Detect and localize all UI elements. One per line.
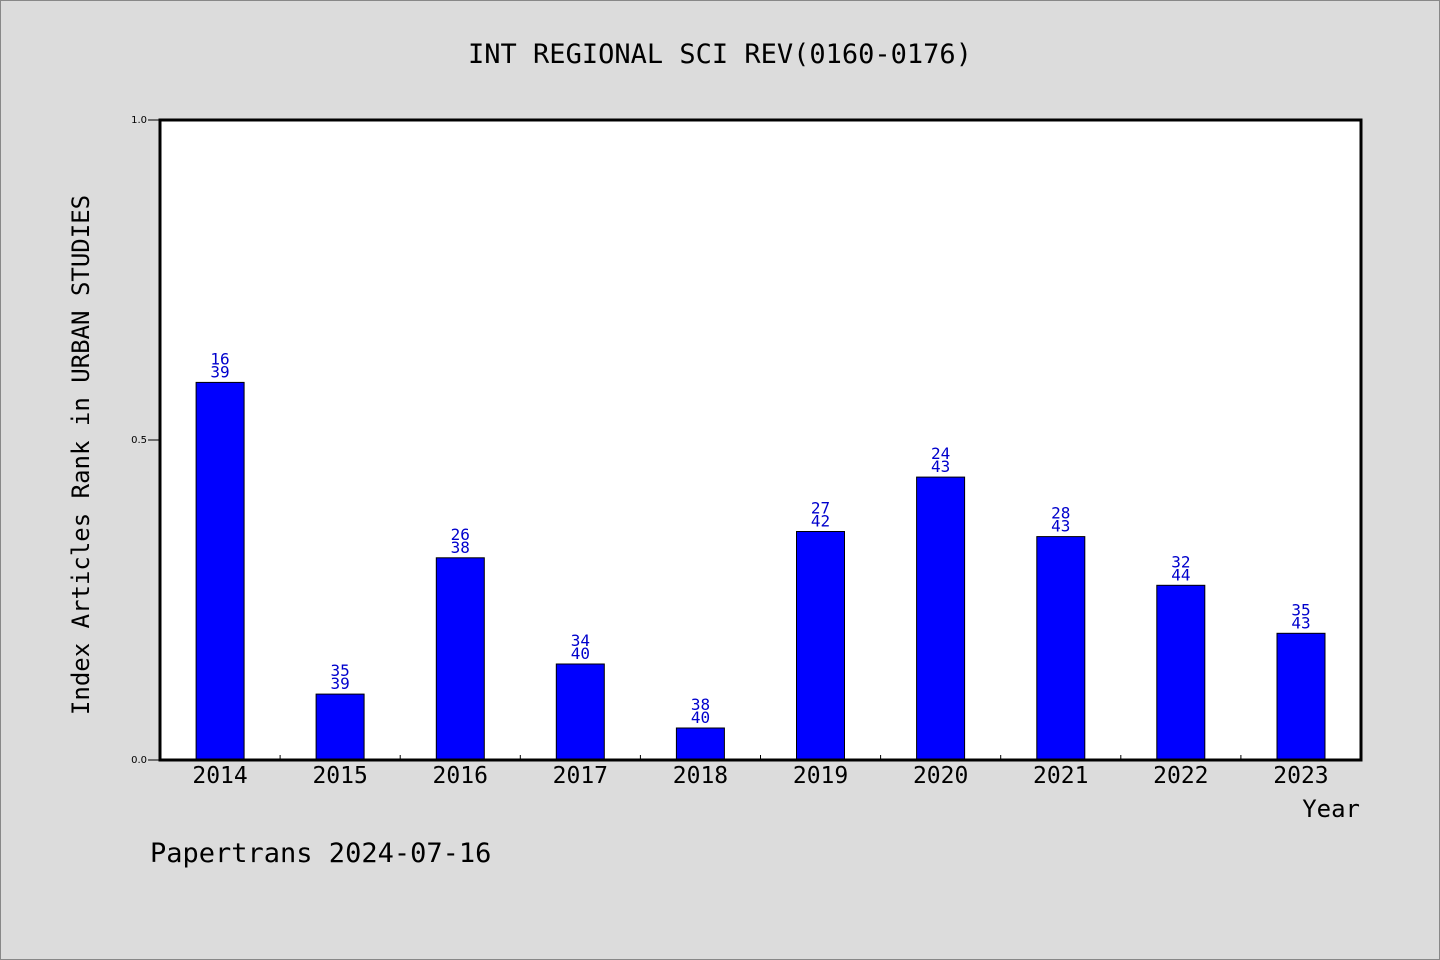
y-tick-label: 1.0 (131, 115, 147, 126)
bar-rank-label-2020: 24 (931, 444, 950, 463)
bar-total-label-2016: 38 (451, 538, 470, 557)
bar-2021 (1036, 536, 1086, 761)
bar-2015 (315, 693, 365, 761)
footer-text: Papertrans 2024-07-16 (150, 838, 491, 869)
bar-2016 (435, 557, 485, 761)
y-axis: 0.0 0.5 1.0 (131, 115, 160, 766)
x-axis-title: Year (1302, 795, 1360, 823)
bar-rank-label-2023: 35 (1291, 600, 1310, 619)
bar-2017 (555, 663, 605, 761)
x-tick-label-2014: 2014 (192, 763, 247, 789)
chart-title: INT REGIONAL SCI REV(0160-0176) (468, 39, 972, 70)
bar-total-label-2015: 39 (331, 674, 350, 693)
y-axis-title: Index Articles Rank in URBAN STUDIES (67, 195, 95, 715)
bar-rank-label-2021: 28 (1051, 504, 1070, 523)
y-tick-label: 0.0 (131, 755, 147, 766)
bar-rank-label-2019: 27 (811, 499, 830, 518)
bar-rank-label-2016: 26 (451, 525, 470, 544)
bar-rank-label-2022: 32 (1171, 552, 1190, 571)
bar-total-label-2017: 40 (571, 644, 590, 663)
x-tick-label-2022: 2022 (1153, 763, 1208, 789)
bar-2019 (796, 531, 845, 761)
bar-total-label-2019: 42 (811, 512, 830, 531)
bar-total-label-2023: 43 (1291, 613, 1310, 632)
x-tick-label-2020: 2020 (913, 763, 968, 789)
bar-rank-label-2017: 34 (571, 631, 590, 650)
bar-total-label-2022: 44 (1171, 565, 1190, 584)
y-tick-label: 0.5 (131, 435, 147, 446)
bar-total-label-2018: 40 (691, 708, 710, 727)
bar-2020 (916, 476, 966, 761)
x-tick-label-2021: 2021 (1033, 763, 1088, 789)
bar-rank-label-2014: 16 (210, 349, 229, 368)
bar-2022 (1156, 584, 1206, 761)
x-tick-label-2019: 2019 (793, 763, 848, 789)
x-axis: 2014 2015 2016 2017 2018 2019 2020 2021 2022 2023 (192, 755, 1329, 789)
bar-total-label-2014: 39 (210, 362, 229, 381)
bar-total-label-2020: 43 (931, 457, 950, 476)
bar-2023 (1276, 632, 1326, 761)
plot-frame (158, 118, 1363, 762)
x-tick-label-2018: 2018 (673, 763, 728, 789)
bar-rank-label-2018: 38 (691, 695, 710, 714)
x-tick-label-2017: 2017 (553, 763, 608, 789)
x-tick-label-2016: 2016 (433, 763, 488, 789)
x-tick-label-2015: 2015 (312, 763, 367, 789)
bars-group (195, 381, 1326, 761)
bar-total-label-2021: 43 (1051, 517, 1070, 536)
bar-2018 (675, 727, 725, 761)
x-tick-label-2023: 2023 (1273, 763, 1328, 789)
bar-rank-label-2015: 35 (331, 661, 350, 680)
bar-2014 (195, 381, 245, 761)
